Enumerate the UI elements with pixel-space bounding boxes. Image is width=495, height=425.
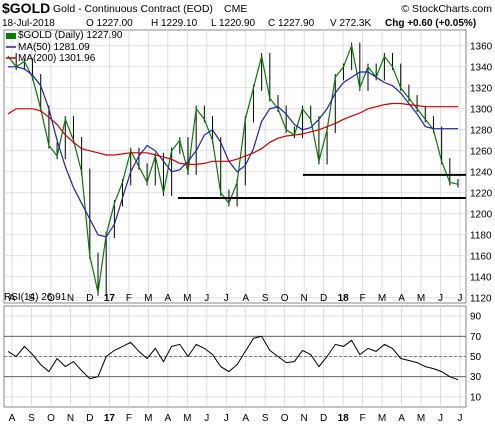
ma200-legend: MA(200) 1301.96 (18, 53, 96, 64)
quote-volume: V 272.3K (330, 18, 371, 29)
rsi-x-tick: 18 (338, 413, 350, 424)
price-x-tick: J (224, 293, 229, 304)
price-x-tick: J (204, 293, 209, 304)
rsi-x-tick: 17 (104, 413, 116, 424)
price-y-tick: 1300 (470, 104, 493, 115)
rsi-y-tick: 10 (470, 392, 482, 403)
quote-open: O 1227.00 (86, 18, 133, 29)
rsi-x-tick: J (204, 413, 209, 424)
price-y-tick: 1320 (470, 83, 493, 94)
price-x-tick: M (144, 293, 152, 304)
quote-high: H 1229.10 (151, 18, 198, 29)
rsi-x-tick: A (242, 413, 249, 424)
price-y-tick: 1260 (470, 146, 493, 157)
price-y-tick: 1140 (470, 272, 492, 283)
rsi-x-tick: A (164, 413, 171, 424)
price-x-tick: N (301, 293, 308, 304)
price-panel (3, 29, 467, 304)
price-y-tick: 1240 (470, 167, 493, 178)
rsi-y-tick: 70 (470, 332, 482, 343)
brand-label: © StockCharts.com (401, 3, 492, 15)
price-y-tick: 1340 (470, 62, 493, 73)
rsi-x-tick: F (126, 413, 132, 424)
rsi-x-tick: J (458, 413, 463, 424)
price-x-tick: 18 (338, 293, 350, 304)
price-x-tick: S (28, 293, 35, 304)
rsi-x-tick: N (67, 413, 74, 424)
ma200-line (7, 102, 458, 165)
rsi-x-tick: J (438, 413, 443, 424)
price-series-line (7, 43, 459, 293)
rsi-line (7, 335, 459, 381)
rsi-x-tick: M (183, 413, 191, 424)
rsi-x-tick: D (320, 413, 327, 424)
price-y-tick: 1120 (470, 293, 492, 304)
price-x-tick: D (86, 293, 93, 304)
price-x-tick: F (126, 293, 132, 304)
price-legend: $GOLD (Daily) 1227.90 (18, 30, 123, 41)
rsi-y-tick: 90 (470, 312, 482, 323)
rsi-x-tick: F (360, 413, 366, 424)
quote-low: L 1220.90 (211, 18, 256, 29)
symbol-title: $GOLD (2, 0, 50, 16)
price-y-tick: 1360 (470, 41, 493, 52)
price-y-tick: 1180 (470, 230, 492, 241)
price-x-tick: M (378, 293, 386, 304)
price-x-tick: J (438, 293, 443, 304)
quote-close: C 1227.90 (268, 18, 315, 29)
rsi-x-tick: S (262, 413, 269, 424)
price-x-tick: A (242, 293, 249, 304)
price-y-tick: 1220 (470, 188, 493, 199)
rsi-x-tick: A (9, 413, 16, 424)
ma50-legend: MA(50) 1281.09 (18, 42, 90, 53)
rsi-x-tick: S (28, 413, 35, 424)
quote-change: Chg +0.60 (+0.05%) (385, 18, 476, 29)
quote-date: 18-Jul-2018 (2, 18, 55, 29)
rsi-y-tick: 30 (470, 372, 482, 383)
rsi-x-tick: A (398, 413, 405, 424)
price-x-tick: D (320, 293, 327, 304)
price-y-tick: 1160 (470, 251, 492, 262)
rsi-x-tick: M (378, 413, 386, 424)
rsi-x-tick: O (281, 413, 289, 424)
rsi-x-tick: D (86, 413, 93, 424)
price-x-tick: 17 (104, 293, 116, 304)
price-x-tick: M (417, 293, 425, 304)
price-x-tick: A (398, 293, 405, 304)
price-x-tick: M (183, 293, 191, 304)
rsi-x-tick: M (144, 413, 152, 424)
price-x-tick: A (164, 293, 171, 304)
rsi-x-tick: N (301, 413, 308, 424)
rsi-x-tick: O (47, 413, 55, 424)
ma50-line (8, 66, 458, 238)
price-x-tick: S (262, 293, 269, 304)
rsi-y-tick: 50 (470, 352, 482, 363)
price-y-tick: 1200 (470, 209, 493, 220)
price-x-tick: J (458, 293, 463, 304)
price-x-tick: O (47, 293, 55, 304)
rsi-legend: RSI(14) 26.91 (4, 292, 67, 303)
price-x-tick: O (281, 293, 289, 304)
instrument-name: Gold - Continuous Contract (EOD) (53, 3, 213, 15)
price-x-tick: N (67, 293, 74, 304)
rsi-x-tick: J (224, 413, 229, 424)
rsi-x-tick: M (417, 413, 425, 424)
price-y-tick: 1280 (470, 125, 493, 136)
exchange-label: CME (224, 3, 247, 15)
price-x-tick: F (360, 293, 366, 304)
price-legend-swatch (6, 33, 16, 39)
price-x-tick: A (9, 293, 16, 304)
